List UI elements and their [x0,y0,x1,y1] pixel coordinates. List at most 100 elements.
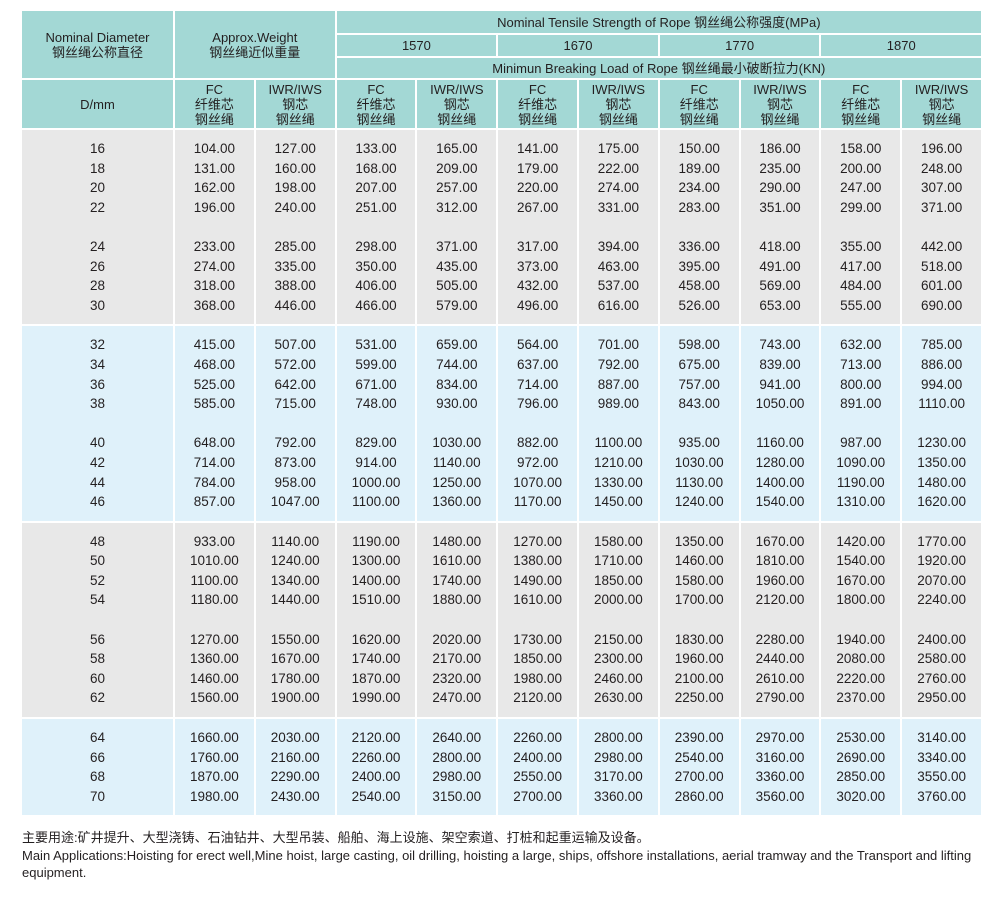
table-cell: 196.00 [193,199,236,215]
table-cell: 2440.00 [755,651,805,667]
fc-header-line: FC [528,81,547,97]
diameter-header: Nominal Diameter 钢丝绳公称直径 [20,9,175,80]
table-cell: 972.00 [516,454,559,470]
iwr-header: IWR/IWS 钢芯 钢丝绳 [738,78,822,130]
group-spacer [660,414,739,434]
applications-notes: 主要用途:矿井提升、大型浇铸、石油钻井、大型吊装、船舶、海上设施、架空索道、打桩… [22,829,972,882]
table-cell: 572.00 [274,356,316,372]
table-band: 64 66 68 70 1660.00 1760.00 1870.00 1980.00 2030… [20,717,984,818]
iwr-header-line: 钢丝绳 [275,111,315,127]
table-cell: 1830.00 [674,631,724,647]
table-cell: 1030.00 [432,435,482,451]
table-cell: 251.00 [355,199,397,215]
table-cell: 784.00 [193,474,236,490]
value-column-cell: 701.00 792.00 887.00 989.00 1100.00 1210.00 13… [577,324,660,523]
table-cell: 150.00 [678,141,720,156]
table-cell: 1780.00 [270,670,320,686]
table-cell: 351.00 [759,199,801,215]
table-cell: 368.00 [193,297,236,313]
table-cell: 1110.00 [918,396,966,412]
table-cell: 233.00 [193,238,236,254]
table-cell: 70 [89,788,106,804]
table-cell: 415.00 [193,337,236,353]
group-spacer [821,414,900,434]
table-cell: 274.00 [597,180,640,196]
table-cell: 1350.00 [674,533,724,549]
table-cell: 418.00 [759,238,801,254]
diameter-column-cell: 32 34 36 38 40 42 44 46 [20,324,175,523]
table-cell: 1330.00 [593,474,643,490]
table-cell: 2370.00 [836,690,886,706]
table-cell: 331.00 [597,199,640,215]
table-cell: 690.00 [920,297,963,313]
table-cell: 1460.00 [674,553,724,569]
table-cell: 2220.00 [836,670,886,686]
table-cell: 417.00 [840,258,882,274]
table-cell: 200.00 [840,160,882,176]
table-cell: 601.00 [920,278,963,294]
table-cell: 44 [89,474,106,490]
value-column-cell: 2120.00 2260.00 2400.00 2540.00 [334,717,418,818]
applications-cn: 主要用途:矿井提升、大型浇铸、石油钻井、大型吊装、船舶、海上设施、架空索道、打桩… [22,830,650,845]
group-spacer [175,217,254,237]
fc-header-line: 钢丝绳 [679,111,719,127]
grade-header: 1770 [657,33,822,58]
table-cell: 22 [89,199,106,215]
group-spacer [22,217,173,237]
table-cell: 235.00 [759,160,801,176]
iwr-header-line: 钢芯 [605,96,632,112]
table-cell: 318.00 [193,278,236,294]
value-column-cell: 507.00 572.00 642.00 715.00 792.00 873.00 958.… [253,324,337,523]
table-cell: 1090.00 [836,454,886,470]
iwr-header: IWR/IWS 钢芯 钢丝绳 [253,78,337,130]
value-column-cell: 1580.00 1710.00 1850.00 2000.00 2150.00 2300.… [577,520,660,720]
table-cell: 1440.00 [270,592,320,608]
table-cell: 24 [89,238,106,254]
table-cell: 671.00 [355,376,397,392]
value-column-cell: 1190.00 1300.00 1400.00 1510.00 1620.00 1740.… [334,520,418,720]
table-cell: 1580.00 [674,572,724,588]
table-cell: 2320.00 [432,670,482,686]
table-cell: 632.00 [840,337,882,353]
table-cell: 248.00 [920,160,963,176]
iwr-header: IWR/IWS 钢芯 钢丝绳 [900,78,984,130]
value-column-cell: 133.00 168.00 207.00 251.00 298.00 350.00 406.… [334,127,418,327]
table-cell: 2430.00 [270,788,320,804]
table-cell: 1700.00 [674,592,724,608]
table-cell: 1660.00 [189,730,239,746]
table-cell: 394.00 [597,238,640,254]
table-cell: 1480.00 [432,533,482,549]
value-column-cell: 1480.00 1610.00 1740.00 1880.00 2020.00 2170.… [415,520,499,720]
iwr-header-line: 钢芯 [443,96,470,112]
table-cell: 1140.00 [271,533,320,549]
table-cell: 2850.00 [836,769,886,785]
group-spacer [417,217,496,237]
grade-header: 1870 [819,33,984,58]
table-cell: 42 [89,454,106,470]
table-cell: 1130.00 [675,474,724,490]
table-cell: 2120.00 [755,592,805,608]
table-cell: 2030.00 [270,730,320,746]
table-cell: 873.00 [274,454,316,470]
table-cell: 1210.00 [593,454,643,470]
table-cell: 715.00 [274,396,316,412]
table-cell: 1870.00 [351,670,401,686]
fc-header-line: 纤维芯 [841,96,881,112]
table-cell: 1360.00 [432,494,482,510]
table-cell: 1850.00 [513,651,562,667]
table-cell: 406.00 [355,278,397,294]
table-cell: 1670.00 [836,572,886,588]
table-cell: 496.00 [516,297,559,313]
table-cell: 2160.00 [270,749,320,765]
value-column-cell: 150.00 189.00 234.00 283.00 336.00 395.00 458.… [657,127,741,327]
fc-header: FC 纤维芯 钢丝绳 [173,78,256,130]
table-cell: 2610.00 [755,670,805,686]
table-cell: 1990.00 [351,690,401,706]
table-cell: 701.00 [597,337,640,353]
value-column-cell: 104.00 131.00 162.00 196.00 233.00 274.00 318.… [173,127,256,327]
group-spacer [498,217,577,237]
fc-header: FC 纤维芯 钢丝绳 [657,78,741,130]
table-cell: 36 [89,376,106,392]
table-cell: 3170.00 [593,769,643,785]
value-column-cell: 2970.00 3160.00 3360.00 3560.00 [738,717,822,818]
